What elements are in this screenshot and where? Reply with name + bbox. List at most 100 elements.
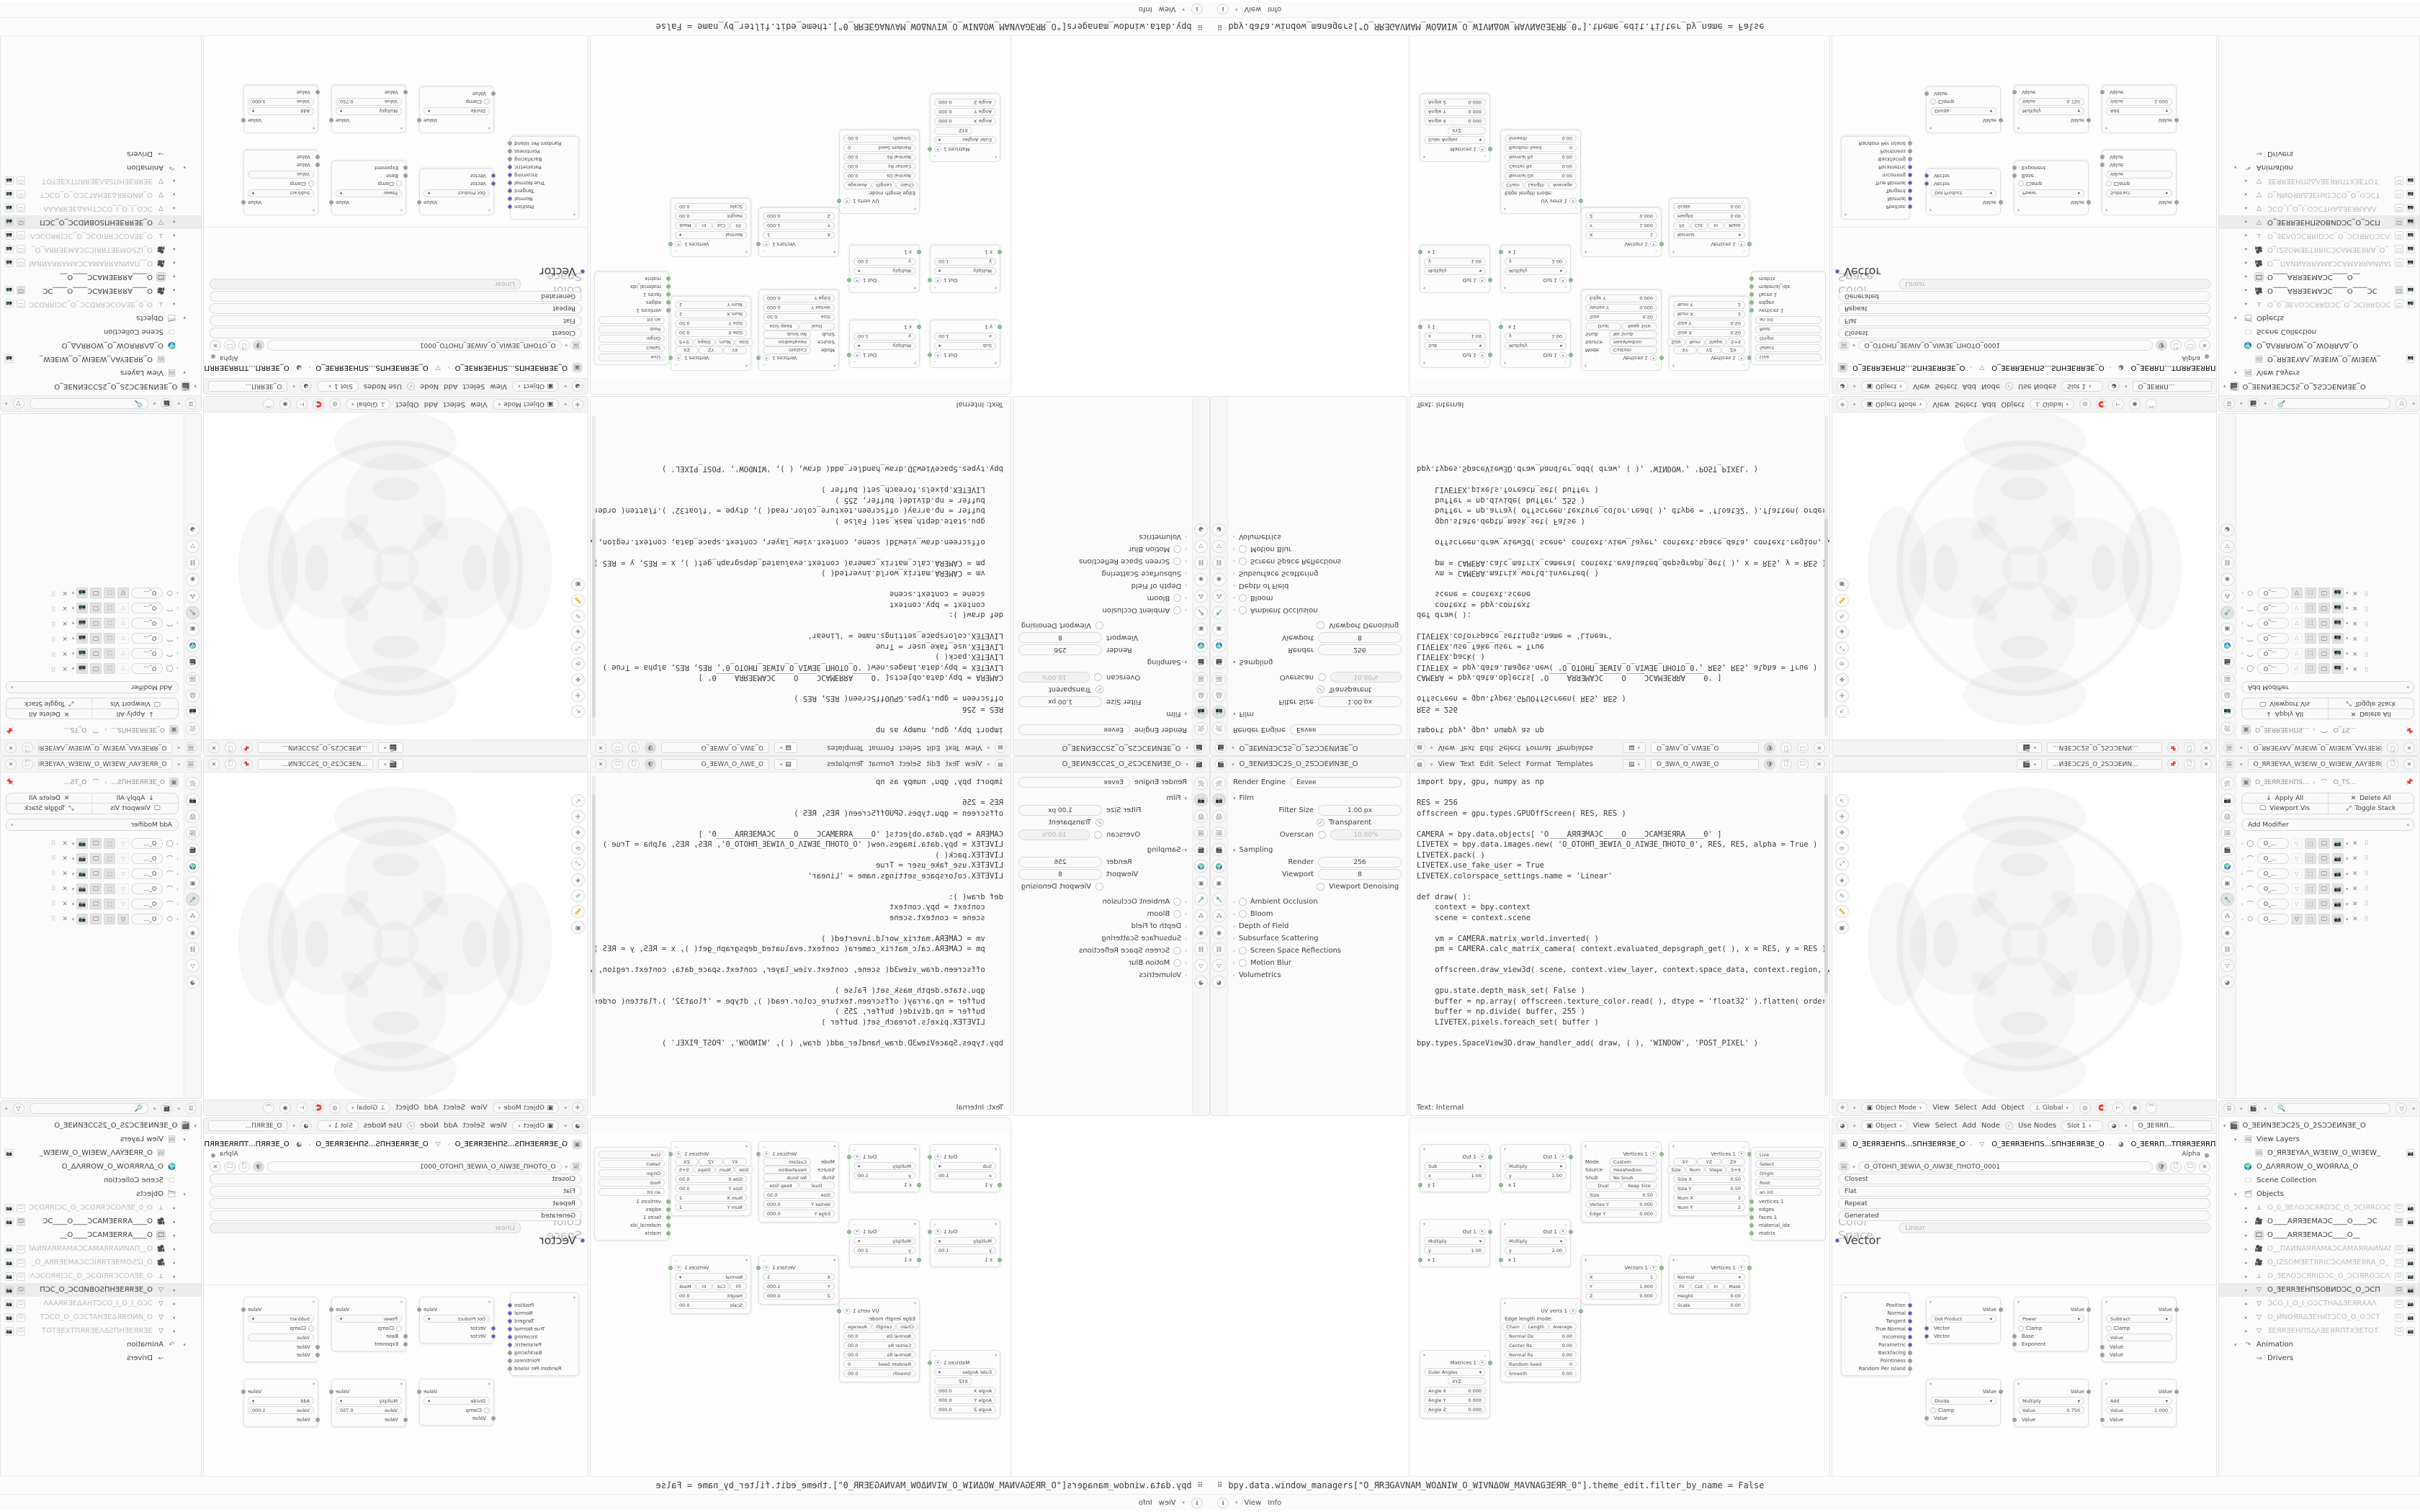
node-collapse-icon[interactable]: ▾ <box>2105 1382 2108 1387</box>
math-node[interactable]: ▾ Value Power ▾ Clamp Base Exponent <box>2012 1297 2091 1351</box>
annotate-tool-icon[interactable]: ✎ <box>571 889 585 902</box>
modifier-name-field[interactable]: O_... <box>2257 618 2289 629</box>
tab-constraint[interactable]: ⛓ <box>186 942 200 955</box>
menu-select[interactable]: Select <box>443 400 466 408</box>
outliner-row[interactable]: 🖼 O_ЯRƎEYAΛ_WƎEIW_O_WIƎEW_ 📷 <box>2219 352 2419 366</box>
sampling-viewport-field[interactable]: 8 <box>1018 632 1102 643</box>
camera-icon[interactable]: 📷 <box>2406 1299 2415 1308</box>
properties-render-body[interactable]: Render Engine Eevee ▾ Film Filter Size 1… <box>1228 397 1407 739</box>
tab-physics[interactable]: ◉ <box>2220 573 2234 586</box>
tweak-tool-icon[interactable]: ↖ <box>571 705 585 718</box>
monitor-icon[interactable]: 🖵 <box>2395 1244 2403 1254</box>
viewport-display-icon[interactable]: 🖵 <box>90 603 102 613</box>
drag-handle-icon[interactable]: ⠿ <box>2364 900 2370 908</box>
outliner-row[interactable]: ▾ 🗂 Objects <box>2219 311 2419 325</box>
node-socket[interactable] <box>666 1223 671 1228</box>
outliner-row[interactable]: ▸ 🎥 O_IZSOMƎETЯRICƆCAMƎEЯRA_O_ 🖵 📷 <box>2219 1256 2419 1269</box>
node-collapse-icon[interactable]: ▾ <box>488 1382 490 1387</box>
chevron-down-icon[interactable]: ▾ <box>71 870 75 877</box>
chevron-down-icon[interactable]: ▾ <box>71 605 75 611</box>
node-collapse-icon[interactable]: ▾ <box>913 285 916 290</box>
node-socket[interactable] <box>837 199 842 204</box>
outliner-header[interactable]: ☰ ▾ 🎬 ▾ 🔍 ▽ ▾ <box>1 1101 201 1117</box>
properties-tab-column[interactable]: 🛠 📷 🖨 🖼 🎬 🌍 ▣ 🔧 ⁂ ◉ ⛓ ▽ ◕ <box>1211 773 1228 1115</box>
open-image-icon[interactable]: 🗀 <box>2184 1161 2196 1172</box>
outliner-row-toggles[interactable]: 🖵 📷 <box>2395 1217 2415 1226</box>
add-cube-tool-icon[interactable]: ▣ <box>571 921 585 934</box>
new-text-icon[interactable]: 🗋 <box>1780 742 1792 753</box>
node-socket[interactable] <box>1487 278 1492 283</box>
pin-icon[interactable]: 📌 <box>241 759 253 770</box>
node-value-field[interactable]: Angle Z 0.000 <box>934 99 996 107</box>
edit-mode-display-icon[interactable]: ▽ <box>117 883 130 894</box>
math-node[interactable]: ▾ Value Add ▾ Value 1.000 Value <box>2099 1379 2179 1427</box>
node-value-field[interactable]: Angle X 0.000 <box>934 1387 996 1395</box>
node-collapse-icon[interactable]: ▾ <box>1504 1301 1507 1306</box>
modifier-name-field[interactable]: O_... <box>2257 853 2289 864</box>
delete-modifier-icon[interactable]: ✕ <box>62 855 68 863</box>
outliner-row-toggles[interactable]: 🖵 📷 <box>5 1326 25 1336</box>
outliner-row[interactable]: 🗀 Scene Collection <box>2219 1174 2419 1187</box>
section-film-header[interactable]: ▾ Film <box>1018 708 1187 720</box>
node-socket[interactable] <box>1924 1326 1929 1331</box>
scale-tool-icon[interactable]: ⤢ <box>1835 642 1849 654</box>
camera-icon[interactable]: 📷 <box>2406 300 2415 309</box>
node-socket[interactable] <box>403 1417 408 1422</box>
node-collapse-icon[interactable]: ▾ <box>1930 125 1932 130</box>
math-node[interactable]: ▾ Value Subtract ▾ Clamp Value Value Value <box>2099 150 2179 215</box>
text-editor-header[interactable]: ▤ ▾ View Text Edit Select Format Templat… <box>591 757 1010 773</box>
transparent-checkbox[interactable] <box>1095 819 1103 827</box>
viewlayer-name-field[interactable]: O_ЯRƎEYAΛ_WƎEIW_O_WIƎEW_ΛAYƎEЯR_O <box>2247 759 2382 770</box>
scene-filter-icon[interactable]: 🎬 <box>161 1103 173 1114</box>
tab-object[interactable]: ▣ <box>2220 876 2234 889</box>
node-socket[interactable] <box>403 174 408 179</box>
outliner-display-mode-icon[interactable]: ☰ <box>2223 398 2235 409</box>
camera-icon[interactable]: 📷 <box>5 1313 14 1322</box>
scene-filter-icon[interactable]: 🎬 <box>2247 398 2259 409</box>
monitor-icon[interactable]: 🖵 <box>2395 1258 2403 1267</box>
annotate-tool-icon[interactable]: ✎ <box>571 610 585 623</box>
node-socket[interactable] <box>1749 1223 1754 1228</box>
node-toggle-group[interactable]: XY YZ ZX <box>671 346 750 354</box>
text-editor-scrollbar[interactable] <box>592 415 596 737</box>
node-value-field[interactable]: Height 0.00 <box>675 212 747 220</box>
node-collapse-icon[interactable]: ▾ <box>400 125 403 130</box>
node-operation-dropdown[interactable]: Multiply ▾ <box>853 1237 915 1245</box>
viewport-display-icon[interactable]: 🖵 <box>90 618 102 629</box>
node-socket[interactable] <box>1568 1229 1573 1234</box>
outliner-row-toggles[interactable]: 📷 <box>5 1148 14 1158</box>
viewlayer-datablock-icon[interactable]: 🖼 <box>2223 759 2235 770</box>
edit-mode-display-icon[interactable]: ▽ <box>2290 914 2303 924</box>
geometry-node[interactable]: ▾ ⌄ Vertices 1 ▾ Mode Custom Source Hexahedron S… <box>756 1141 839 1223</box>
node-value-field[interactable]: y 1.00 <box>934 1246 996 1254</box>
remove-scene-icon[interactable]: ✕ <box>208 742 220 753</box>
outliner-row-toggles[interactable]: 🖵 📷 <box>2395 245 2415 254</box>
realtime-display-icon[interactable]: ⬚ <box>2304 648 2316 659</box>
node-socket[interactable] <box>1659 1151 1664 1156</box>
node-value-field[interactable]: Value 1.000 <box>248 1406 314 1414</box>
overscan-checkbox[interactable] <box>1318 673 1326 681</box>
menu-format[interactable]: Format <box>1525 744 1551 752</box>
modifier-name-field[interactable]: O_... <box>2257 899 2289 909</box>
node-socket[interactable] <box>1907 189 1912 194</box>
drag-handle-icon[interactable]: ⠿ <box>2364 604 2370 612</box>
properties-modifier-body[interactable]: ▣ O_ƎEЯRƎEHΠS... › ⌒ O_TS... 📌 ↓ Apply A… <box>2236 773 2419 1098</box>
sampling-render-field[interactable]: 256 <box>1018 857 1102 868</box>
modifier-name-field[interactable]: O_... <box>131 588 163 598</box>
section-film-header[interactable]: ▾ Film <box>1018 792 1187 804</box>
edit-mode-display-icon[interactable]: ▽ <box>117 838 130 849</box>
geometry-node[interactable]: ▾ ⌄ Out 1 ▾ Sub ▾ x 1.00 y 1 <box>1417 1144 1492 1192</box>
menu-select[interactable]: Select <box>1498 744 1521 752</box>
math-node[interactable]: ▾ Value Add ▾ Value 1.000 Value <box>241 85 321 133</box>
chevron-right-icon[interactable]: › <box>2241 620 2244 626</box>
node-socket[interactable] <box>508 204 513 210</box>
tab-physics[interactable]: ◉ <box>186 573 200 586</box>
collapsed-panel-0[interactable]: › Ambient Occlusion <box>1233 604 1402 616</box>
geometry-node[interactable]: ▾ ⌄ UV verts 1 ▾ Edge length mode: Chain Lengt… <box>837 130 920 214</box>
geometry-node[interactable]: ▾ ⌄ Vertices 1 ▾ XY YZ ZX Size Num Steps S+S Size X… <box>668 296 753 371</box>
new-viewlayer-icon[interactable]: 🗋 <box>2387 759 2398 770</box>
monitor-fill-icon[interactable]: 🖵 <box>17 217 25 227</box>
outliner-row[interactable]: ▸ ▽ O_ƎEЯRƎEHΠSOBИDƆC_O_ƆCΠ 🖵 📷 <box>2219 1283 2419 1297</box>
chevron-down-icon[interactable]: ▾ <box>2345 665 2349 672</box>
pivot-point-icon[interactable]: ◎ <box>328 1102 341 1113</box>
